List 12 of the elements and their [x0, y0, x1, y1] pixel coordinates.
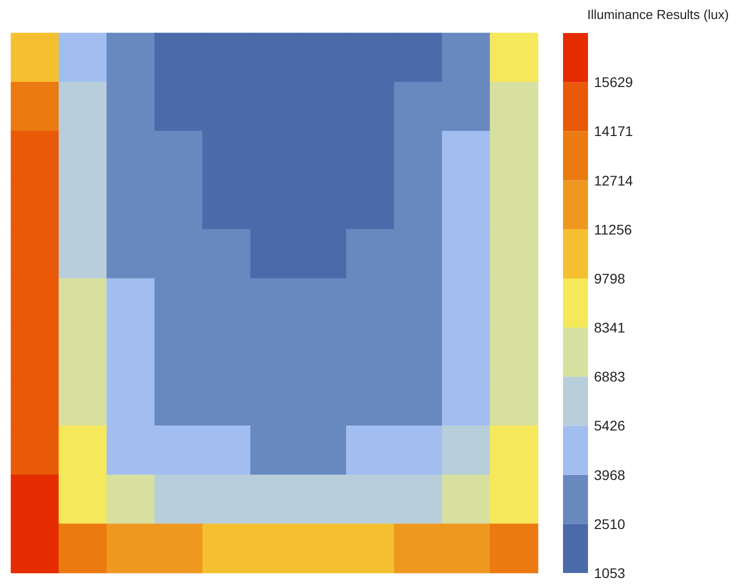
color-bar-label: 5426	[594, 418, 626, 434]
color-bar-title: Illuminance Results (lux)	[587, 7, 729, 22]
color-bar-label: 11256	[594, 221, 632, 238]
color-bar-label: 14171	[594, 123, 634, 140]
color-bar-label: 6883	[594, 368, 626, 385]
color-bar-label: 12714	[594, 172, 634, 188]
color-bar-label: 15629	[594, 74, 634, 90]
color-bar-label: 1053	[594, 565, 626, 581]
color-bar-label: 9798	[594, 270, 626, 286]
color-bar-label: 3968	[594, 466, 626, 483]
color-bar-label: 2510	[594, 516, 626, 532]
color-bar-label: 8341	[594, 320, 626, 336]
